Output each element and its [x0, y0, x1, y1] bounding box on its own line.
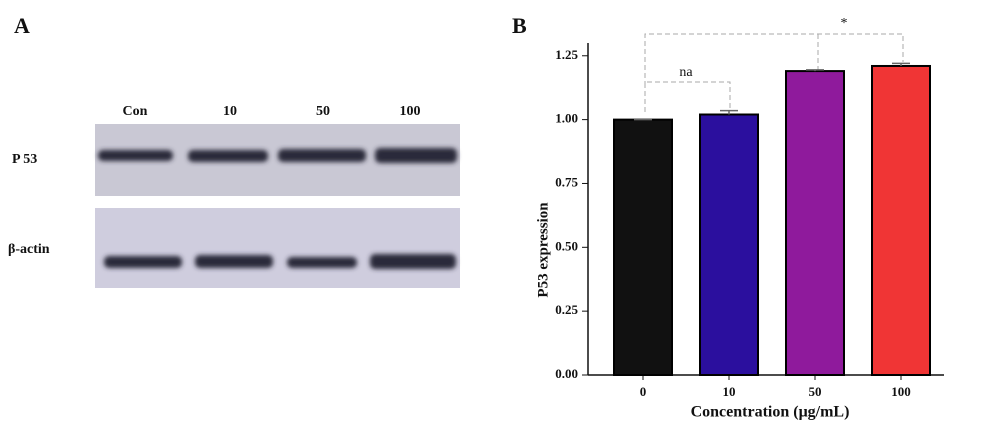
x-tick-label: 10 — [723, 384, 736, 399]
y-tick-label: 0.25 — [555, 302, 578, 317]
significance-bracket — [644, 81, 731, 112]
y-tick-label: 0.00 — [555, 366, 578, 381]
error-bar — [806, 69, 824, 72]
lane-label: 100 — [400, 104, 421, 119]
bar — [871, 64, 931, 376]
blot-bands — [98, 148, 457, 269]
row-label: β-actin — [8, 242, 50, 257]
y-tick-label: 0.75 — [555, 174, 578, 189]
blot-membrane — [95, 208, 460, 288]
x-tick-label: 50 — [809, 384, 822, 399]
annotation: na — [679, 65, 693, 80]
y-tick-label: 1.00 — [555, 111, 578, 126]
bar — [613, 118, 673, 376]
y-axis-label: P53 expression — [535, 202, 551, 298]
bar — [785, 70, 845, 376]
y-tick-label: 1.25 — [555, 47, 578, 62]
x-axis-label: Concentration (μg/mL) — [691, 404, 850, 421]
error-bar — [892, 62, 910, 66]
lane-label: Con — [123, 104, 148, 119]
x-tick-label: 0 — [640, 384, 647, 399]
annotation: * — [841, 16, 848, 31]
panel-label: B — [512, 13, 527, 38]
error-bar — [720, 109, 738, 115]
y-tick-label: 0.50 — [555, 238, 578, 253]
lane-label: 50 — [316, 104, 330, 119]
row-label: P 53 — [12, 152, 37, 167]
significance-bracket — [644, 33, 904, 86]
panel-label: A — [14, 13, 30, 38]
lane-label: 10 — [223, 104, 237, 119]
bar — [699, 113, 759, 376]
x-tick-label: 100 — [891, 384, 911, 399]
